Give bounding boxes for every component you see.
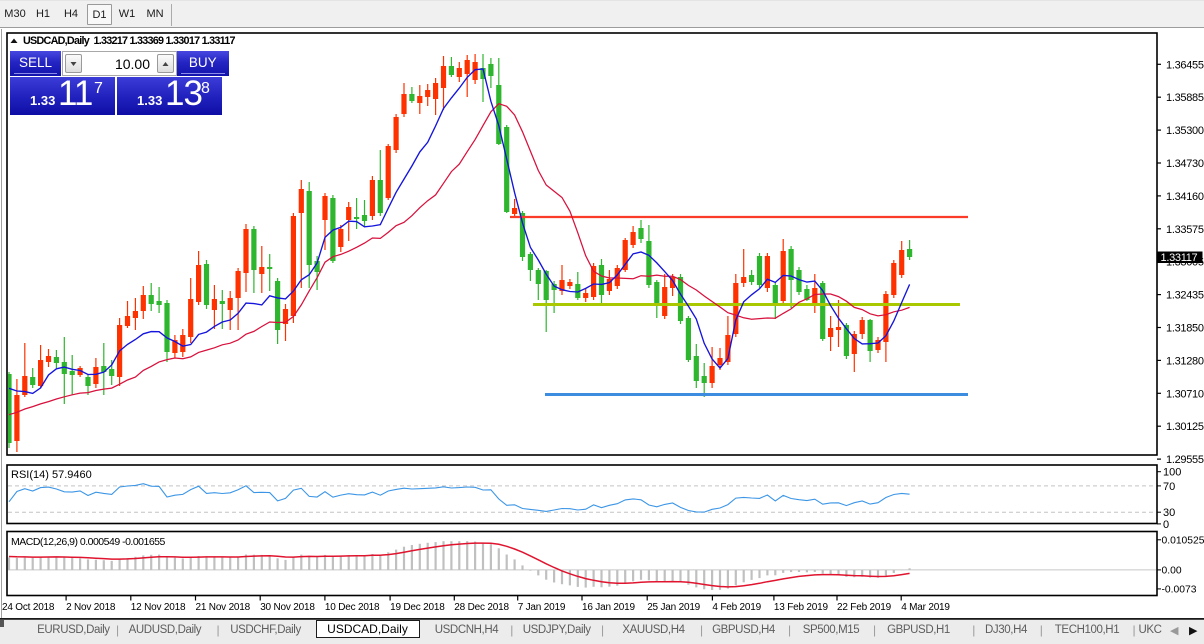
svg-text:1.32435: 1.32435 <box>1166 290 1204 302</box>
svg-text:30 Nov 2018: 30 Nov 2018 <box>260 602 315 613</box>
svg-text:28 Dec 2018: 28 Dec 2018 <box>454 602 509 613</box>
svg-text:100: 100 <box>1163 467 1181 479</box>
svg-text:19 Dec 2018: 19 Dec 2018 <box>390 602 445 613</box>
svg-text:1.33117: 1.33117 <box>1161 252 1198 264</box>
svg-text:1.35885: 1.35885 <box>1166 92 1204 104</box>
svg-text:0.010525: 0.010525 <box>1162 536 1204 547</box>
svg-text:1.30125: 1.30125 <box>1166 421 1204 433</box>
svg-text:10 Dec 2018: 10 Dec 2018 <box>325 602 380 613</box>
svg-text:0.00: 0.00 <box>1162 566 1182 577</box>
svg-text:1.34730: 1.34730 <box>1166 158 1204 170</box>
svg-text:1.31280: 1.31280 <box>1166 355 1204 367</box>
svg-text:21 Nov 2018: 21 Nov 2018 <box>196 602 251 613</box>
svg-text:22 Feb 2019: 22 Feb 2019 <box>837 602 892 613</box>
svg-text:2 Nov 2018: 2 Nov 2018 <box>66 602 116 613</box>
svg-text:RSI(14) 57.9460: RSI(14) 57.9460 <box>11 469 92 481</box>
svg-text:1.30710: 1.30710 <box>1166 388 1204 400</box>
svg-text:25 Jan 2019: 25 Jan 2019 <box>647 602 700 613</box>
svg-text:1.36455: 1.36455 <box>1166 59 1204 71</box>
svg-text:70: 70 <box>1163 481 1175 493</box>
svg-text:USDCAD,Daily 1.33217 1.33369: USDCAD,Daily 1.33217 1.33369 1.33017 1.3… <box>23 35 236 47</box>
svg-text:1.35300: 1.35300 <box>1166 125 1204 137</box>
svg-text:30: 30 <box>1163 507 1175 519</box>
svg-text:-0.0073: -0.0073 <box>1162 585 1197 596</box>
svg-text:1.29555: 1.29555 <box>1166 454 1204 466</box>
svg-text:16 Jan 2019: 16 Jan 2019 <box>582 602 635 613</box>
svg-text:1.31850: 1.31850 <box>1166 323 1204 335</box>
svg-text:12 Nov 2018: 12 Nov 2018 <box>131 602 186 613</box>
svg-text:MACD(12,26,9) 0.000549 -0.0016: MACD(12,26,9) 0.000549 -0.001655 <box>11 536 166 548</box>
svg-text:0: 0 <box>1163 519 1169 531</box>
svg-text:24 Oct 2018: 24 Oct 2018 <box>2 602 55 613</box>
svg-text:13 Feb 2019: 13 Feb 2019 <box>774 602 829 613</box>
svg-text:4 Feb 2019: 4 Feb 2019 <box>712 602 761 613</box>
svg-text:4 Mar 2019: 4 Mar 2019 <box>901 602 950 613</box>
svg-text:7 Jan 2019: 7 Jan 2019 <box>518 602 566 613</box>
svg-text:1.33575: 1.33575 <box>1166 224 1204 236</box>
svg-text:1.34160: 1.34160 <box>1166 191 1204 203</box>
